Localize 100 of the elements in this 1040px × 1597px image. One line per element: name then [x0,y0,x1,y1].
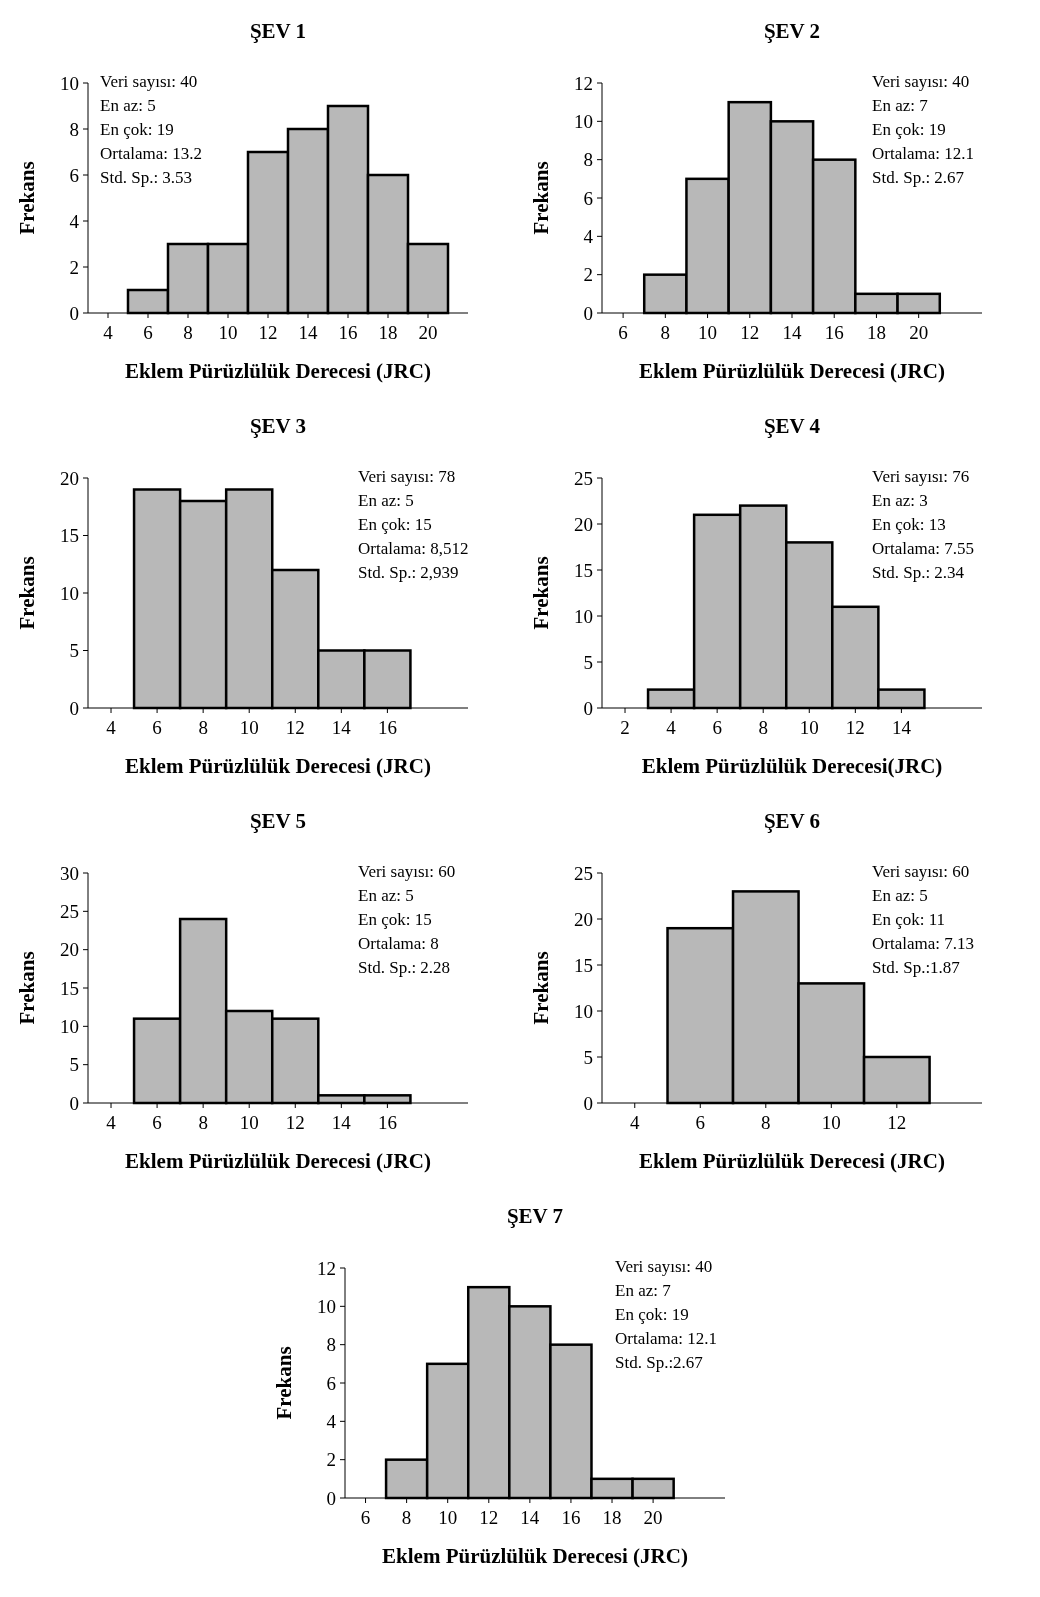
annotation: Veri sayısı: 60 [358,861,456,881]
x-tick-label: 6 [152,717,162,738]
y-tick-label: 6 [69,164,79,186]
x-tick-label: 10 [239,1112,259,1133]
x-tick-label: 16 [824,322,844,343]
chart-title: ŞEV 2 [763,19,821,43]
x-tick-label: 10 [239,717,259,738]
y-axis-title: Frekans [272,1346,296,1420]
annotation: En az: 7 [872,95,929,115]
y-tick-label: 0 [69,302,79,324]
annotation: En çok: 19 [872,119,946,139]
x-tick-label: 14 [782,322,802,343]
y-tick-label: 0 [583,697,593,719]
y-tick-label: 8 [69,118,79,140]
x-tick-label: 10 [218,322,238,343]
y-tick-label: 4 [583,225,594,247]
annotation: En az: 5 [100,95,156,115]
x-tick-label: 12 [845,717,865,738]
y-tick-label: 25 [574,467,593,489]
chart-title: ŞEV 4 [763,414,821,438]
x-tick-label: 14 [298,322,318,343]
x-tick-label: 4 [103,322,114,343]
annotation: Ortalama: 8,512 [358,538,469,558]
y-tick-label: 25 [60,900,79,922]
y-tick-label: 6 [326,1372,336,1394]
x-tick-label: 8 [198,1112,208,1133]
chart-title: ŞEV 7 [506,1204,564,1228]
x-tick-label: 6 [695,1112,706,1133]
x-tick-label: 20 [418,322,438,343]
x-tick-label: 10 [799,717,819,738]
annotation: Ortalama: 13.2 [100,143,202,163]
y-tick-label: 10 [60,582,79,604]
y-tick-label: 20 [60,939,79,961]
x-tick-label: 8 [401,1507,412,1528]
annotation: En az: 5 [358,885,414,905]
y-tick-label: 15 [60,525,79,547]
annotation: Std. Sp.: 2.34 [872,562,965,582]
x-tick-label: 14 [331,717,352,738]
y-tick-label: 10 [574,110,593,132]
y-tick-label: 30 [60,862,79,884]
x-tick-label: 16 [561,1507,581,1528]
x-tick-label: 14 [891,717,912,738]
y-tick-label: 15 [60,977,79,999]
annotation: En az: 3 [872,490,928,510]
y-tick-label: 6 [583,187,593,209]
annotation: Veri sayısı: 40 [872,71,970,91]
x-tick-label: 18 [378,322,398,343]
x-tick-label: 6 [618,322,628,343]
annotation: Std. Sp.: 2.28 [358,957,451,977]
x-tick-label: 6 [360,1507,371,1528]
annotation: En çok: 13 [872,514,946,534]
x-tick-label: 20 [643,1507,663,1528]
x-tick-label: 4 [666,717,677,738]
x-axis-title: Eklem Pürüzlülük Derecesi (JRC) [639,1149,945,1173]
y-tick-label: 4 [69,210,80,232]
annotation: En az: 5 [872,885,928,905]
annotation: Ortalama: 8 [358,933,439,953]
y-tick-label: 8 [326,1334,336,1356]
y-tick-label: 15 [574,559,593,581]
x-tick-label: 8 [761,1112,771,1133]
x-axis-title: Eklem Pürüzlülük Derecesi (JRC) [125,359,431,383]
y-axis-title: Frekans [529,556,553,630]
x-tick-label: 12 [479,1507,499,1528]
annotation: Ortalama: 7.13 [872,933,974,953]
annotation: En çok: 11 [872,909,946,929]
x-axis-title: Eklem Pürüzlülük Derecesi(JRC) [641,754,943,778]
y-tick-label: 25 [574,862,593,884]
x-tick-label: 12 [887,1112,907,1133]
x-tick-label: 12 [285,1112,305,1133]
x-tick-label: 6 [143,322,153,343]
x-tick-label: 8 [183,322,193,343]
y-tick-label: 0 [326,1487,336,1509]
x-tick-label: 14 [520,1507,540,1528]
annotation: Veri sayısı: 60 [872,861,970,881]
annotation: Std. Sp.: 2,939 [358,562,459,582]
y-tick-label: 5 [69,640,79,662]
annotation: Veri sayısı: 40 [100,71,198,91]
y-tick-label: 10 [574,1000,593,1022]
y-axis-title: Frekans [529,951,553,1025]
annotation: En çok: 19 [100,119,174,139]
annotation: En çok: 15 [358,514,432,534]
y-tick-label: 20 [574,513,593,535]
y-tick-label: 2 [583,264,593,286]
x-tick-label: 8 [660,322,671,343]
annotation: Veri sayısı: 76 [872,466,970,486]
y-tick-label: 20 [574,908,593,930]
x-tick-label: 12 [258,322,278,343]
y-tick-label: 8 [583,149,593,171]
y-tick-label: 20 [60,467,79,489]
annotation: Std. Sp.:2.67 [615,1352,704,1372]
x-tick-label: 12 [740,322,760,343]
x-axis-title: Eklem Pürüzlülük Derecesi (JRC) [382,1544,688,1568]
x-tick-label: 2 [620,717,630,738]
x-tick-label: 8 [198,717,208,738]
x-tick-label: 18 [602,1507,622,1528]
x-tick-label: 20 [909,322,929,343]
x-axis-title: Eklem Pürüzlülük Derecesi (JRC) [639,359,945,383]
annotation: Veri sayısı: 78 [358,466,456,486]
annotation: Ortalama: 12.1 [615,1328,717,1348]
x-axis-title: Eklem Pürüzlülük Derecesi (JRC) [125,754,431,778]
